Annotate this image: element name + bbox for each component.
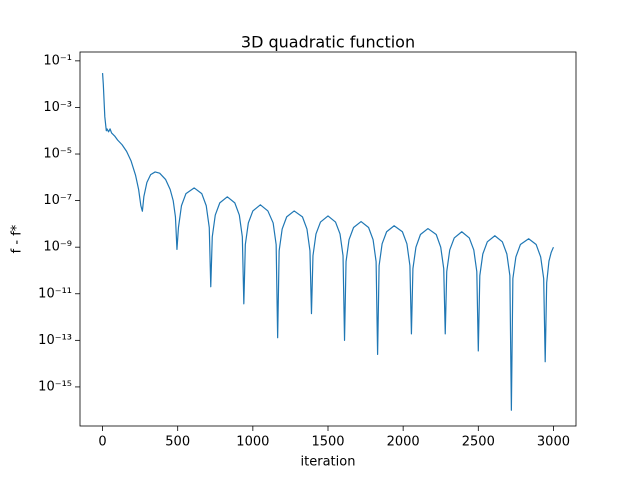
y-tick-label: 10⁻³ xyxy=(43,100,72,115)
x-tick-label: 500 xyxy=(165,435,190,450)
x-tick-label: 2000 xyxy=(387,435,420,450)
x-tick-label: 0 xyxy=(98,435,106,450)
y-tick-label: 10⁻¹³ xyxy=(38,333,72,348)
x-tick-label: 3000 xyxy=(537,435,570,450)
x-tick-label: 1000 xyxy=(236,435,269,450)
x-axis-label: iteration xyxy=(301,455,356,470)
y-tick-label: 10⁻¹⁵ xyxy=(38,379,72,394)
y-tick-label: 10⁻¹ xyxy=(43,53,72,68)
x-tick-label: 1500 xyxy=(311,435,344,450)
y-tick-label: 10⁻⁹ xyxy=(43,240,72,255)
chart-title: 3D quadratic function xyxy=(241,33,415,52)
y-axis-label: f - f* xyxy=(10,224,25,253)
y-tick-label: 10⁻¹¹ xyxy=(38,286,72,301)
x-tick-label: 2500 xyxy=(462,435,495,450)
data-line xyxy=(101,72,555,411)
plot-frame xyxy=(79,51,577,427)
y-tick-label: 10⁻⁷ xyxy=(43,193,72,208)
y-tick-label: 10⁻⁵ xyxy=(43,147,72,162)
